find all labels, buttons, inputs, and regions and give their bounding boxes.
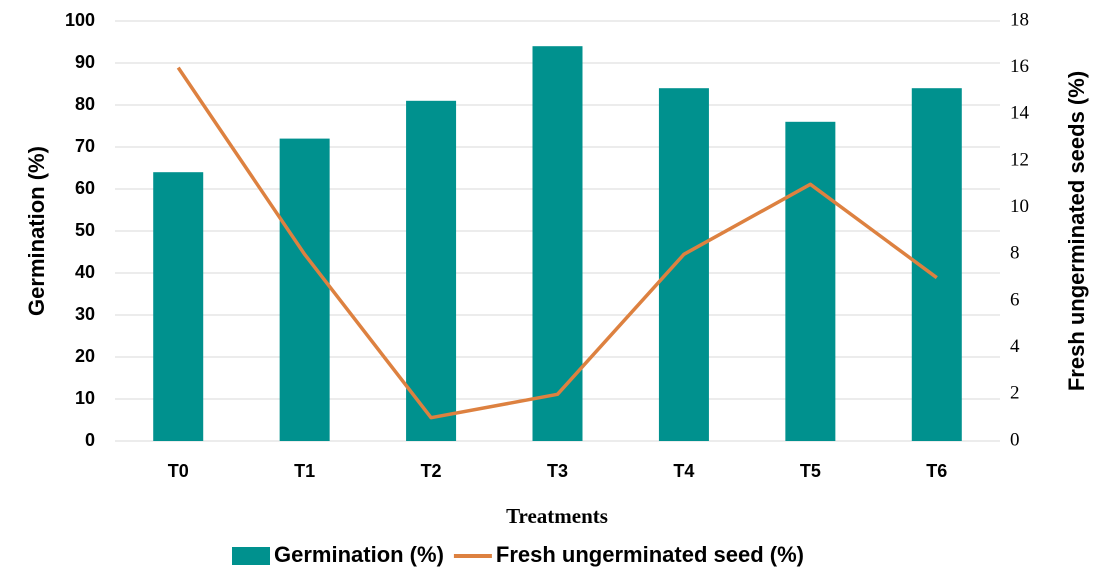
y2-tick-label: 16 — [1010, 56, 1029, 77]
y-tick-label: 90 — [75, 52, 95, 72]
y2-tick-label: 12 — [1010, 149, 1029, 170]
y2-tick-label: 4 — [1010, 336, 1020, 357]
y-tick-label: 100 — [65, 10, 95, 30]
x-tick-label: T0 — [168, 461, 189, 481]
y2-tick-label: 14 — [1010, 103, 1030, 124]
y2-tick-label: 0 — [1010, 429, 1020, 450]
legend-swatch — [232, 547, 270, 565]
y-tick-label: 20 — [75, 346, 95, 366]
y2-tick-label: 6 — [1010, 289, 1020, 310]
y-tick-label: 70 — [75, 136, 95, 156]
legend-label: Germination (%) — [274, 542, 444, 567]
y-axis-title: Germination (%) — [24, 146, 49, 316]
line — [176, 66, 938, 420]
y-tick-label: 10 — [75, 388, 95, 408]
x-tick-label: T3 — [547, 461, 568, 481]
y-tick-label: 60 — [75, 178, 95, 198]
x-tick-label: T1 — [294, 461, 315, 481]
y-tick-label: 30 — [75, 304, 95, 324]
y2-tick-label: 2 — [1010, 383, 1020, 404]
x-tick-label: T4 — [673, 461, 694, 481]
y2-axis-title: Fresh ungerminated seeds (%) — [1064, 71, 1089, 391]
bar — [785, 121, 836, 442]
y-tick-label: 0 — [85, 430, 95, 450]
bar — [532, 46, 583, 441]
y-tick-label: 80 — [75, 94, 95, 114]
y2-tick-label: 18 — [1010, 9, 1029, 30]
bar — [153, 172, 204, 441]
y-tick-label: 40 — [75, 262, 95, 282]
x-tick-label: T2 — [421, 461, 442, 481]
x-axis-title: Treatments — [506, 504, 608, 528]
bar — [658, 88, 709, 441]
x-tick-label: T6 — [926, 461, 947, 481]
x-tick-label: T5 — [800, 461, 821, 481]
legend-label: Fresh ungerminated seed (%) — [496, 542, 804, 567]
bar — [406, 100, 457, 442]
bar — [279, 138, 330, 441]
y2-tick-label: 10 — [1010, 196, 1029, 217]
y-tick-label: 50 — [75, 220, 95, 240]
y2-tick-label: 8 — [1010, 243, 1020, 264]
